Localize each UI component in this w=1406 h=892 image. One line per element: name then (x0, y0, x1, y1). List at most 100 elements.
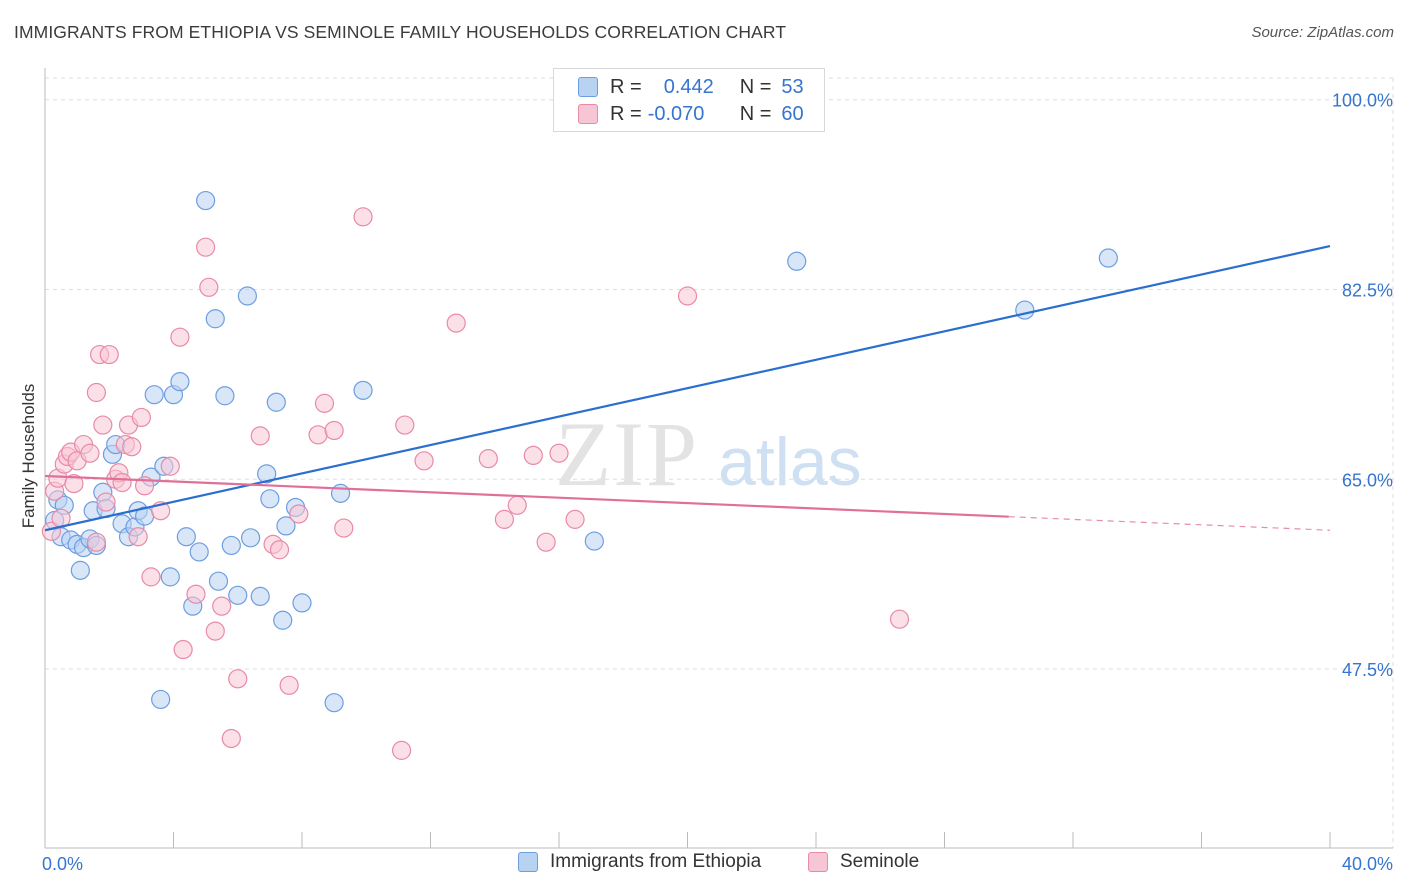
seminole-point (269, 540, 290, 560)
seminole-point (478, 449, 498, 469)
watermark-zip: ZIP (555, 403, 699, 505)
n-value: 53 (781, 75, 804, 98)
ethiopia-point (176, 527, 196, 547)
legend-label-seminole: Seminole (840, 851, 920, 872)
ethiopia-point (787, 251, 807, 271)
ethiopia-point (215, 386, 235, 406)
n-label: N = (739, 75, 772, 98)
n-value: 60 (781, 102, 804, 125)
r-value: -0.070 (647, 102, 705, 125)
ethiopia-point (208, 571, 229, 591)
seminole-point (86, 382, 107, 403)
seminole-point (128, 527, 148, 547)
seminole-point (205, 621, 225, 641)
legend-label-ethiopia: Immigrants from Ethiopia (550, 851, 762, 872)
y-tick-label: 65.0% (1342, 470, 1393, 490)
seminole-point (64, 474, 84, 494)
legend-item-ethiopia[interactable]: Immigrants from Ethiopia (518, 851, 761, 873)
x-tick-label: 0.0% (42, 854, 83, 874)
ethiopia-point (353, 380, 373, 400)
seminole-point (308, 425, 328, 445)
ethiopia-point (189, 542, 209, 562)
point-layer (41, 190, 1118, 760)
seminole-point (96, 492, 116, 512)
seminole-point (221, 728, 241, 749)
ethiopia-point (324, 693, 344, 713)
ethiopia-point (584, 531, 604, 551)
seminole-point (494, 509, 514, 529)
ethiopia-point (160, 567, 180, 587)
chart-title: IMMIGRANTS FROM ETHIOPIA VS SEMINOLE FAM… (14, 22, 787, 42)
y-tick-label: 47.5% (1342, 660, 1393, 680)
seminole-point (314, 393, 335, 413)
ethiopia-point (170, 372, 190, 392)
ethiopia-point (196, 190, 216, 211)
seminole-point (507, 495, 527, 515)
legend-item-seminole[interactable]: Seminole (808, 851, 919, 873)
seminole-point (212, 596, 232, 616)
seminole-point (99, 344, 119, 365)
legend-row-seminole: R = -0.070 N = 60 (578, 101, 804, 127)
y-tick-label: 82.5% (1342, 280, 1393, 300)
source-credit: Source: ZipAtlas.com (1251, 24, 1394, 41)
seminole-point (93, 415, 113, 435)
axis-layer (44, 68, 1393, 849)
seminole-point (677, 286, 698, 306)
seminole-point (324, 420, 344, 441)
seminole-point (391, 740, 412, 760)
seminole-point (289, 504, 309, 524)
r-label: R = (610, 75, 642, 98)
ethiopia-point (205, 309, 225, 329)
ethiopia-point (273, 610, 293, 630)
ethiopia-point (221, 535, 241, 556)
seminole-point (112, 472, 132, 493)
seminole-point (889, 609, 910, 629)
seminole-point (228, 669, 248, 689)
trend-layer (44, 245, 1331, 532)
seminole-point (549, 443, 569, 463)
ethiopia-point (70, 560, 90, 580)
seminole-trend-line-dashed (1008, 516, 1331, 531)
seminole-point (122, 437, 142, 457)
ethiopia-point (330, 483, 351, 503)
ethiopia-point (276, 516, 296, 536)
ethiopia-swatch-icon (578, 77, 598, 97)
n-label: N = (739, 102, 772, 125)
ethiopia-point (1015, 300, 1035, 320)
ethiopia-point (292, 593, 312, 613)
seminole-trend-line (44, 474, 1009, 518)
r-label: R = (610, 102, 642, 125)
seminole-point (414, 451, 434, 471)
ethiopia-point (241, 528, 261, 548)
ethiopia-point (151, 689, 171, 710)
ethiopia-point (250, 586, 270, 606)
seminole-swatch-icon (578, 104, 598, 124)
ethiopia-point (144, 385, 164, 405)
seminole-point (250, 426, 270, 446)
ethiopia-point (237, 286, 257, 306)
seminole-point (170, 327, 190, 347)
watermark-atlas: atlas (718, 424, 862, 500)
seminole-point (186, 584, 206, 604)
seminole-point (395, 415, 415, 435)
seminole-point (279, 675, 299, 695)
seminole-point (199, 277, 219, 297)
stats-legend: R = 0.442 N = 53 R = -0.070 N = 60 (553, 68, 825, 132)
seminole-point (141, 567, 161, 587)
ethiopia-swatch-icon (518, 852, 538, 872)
seminole-swatch-icon (808, 852, 828, 872)
ethiopia-point (257, 464, 277, 484)
legend-row-ethiopia: R = 0.442 N = 53 (578, 74, 804, 100)
seminole-point (446, 313, 466, 333)
seminole-point (536, 532, 556, 552)
seminole-point (173, 639, 193, 660)
y-axis-label: Family Households (19, 383, 38, 529)
seminole-point (353, 207, 373, 227)
seminole-point (80, 443, 100, 463)
seminole-point (131, 407, 151, 428)
ethiopia-point (228, 585, 248, 605)
r-value: 0.442 (663, 75, 714, 98)
x-tick-label: 40.0% (1342, 854, 1393, 874)
seminole-point (565, 509, 585, 529)
